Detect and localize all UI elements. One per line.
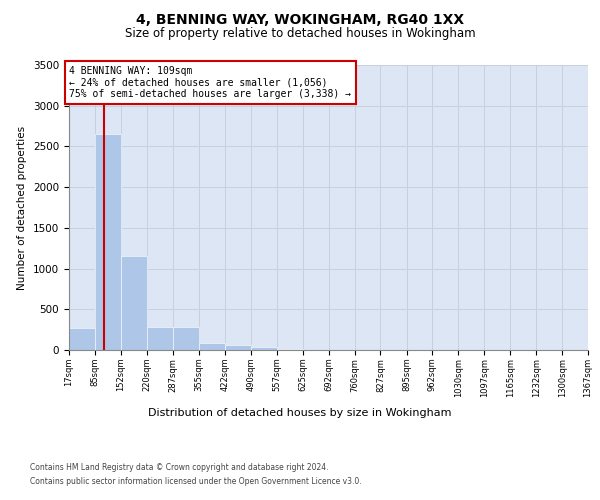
Bar <box>251 346 277 350</box>
Text: 4 BENNING WAY: 109sqm
← 24% of detached houses are smaller (1,056)
75% of semi-d: 4 BENNING WAY: 109sqm ← 24% of detached … <box>70 66 352 99</box>
Bar <box>69 328 95 350</box>
Bar <box>121 256 147 350</box>
Text: 4, BENNING WAY, WOKINGHAM, RG40 1XX: 4, BENNING WAY, WOKINGHAM, RG40 1XX <box>136 12 464 26</box>
Bar <box>95 134 121 350</box>
Bar <box>147 327 173 350</box>
Bar <box>199 342 224 350</box>
Bar <box>277 349 303 350</box>
Text: Size of property relative to detached houses in Wokingham: Size of property relative to detached ho… <box>125 28 475 40</box>
Text: Contains HM Land Registry data © Crown copyright and database right 2024.: Contains HM Land Registry data © Crown c… <box>30 464 329 472</box>
Y-axis label: Number of detached properties: Number of detached properties <box>17 126 28 290</box>
Text: Contains public sector information licensed under the Open Government Licence v3: Contains public sector information licen… <box>30 477 362 486</box>
Bar <box>173 327 199 350</box>
Text: Distribution of detached houses by size in Wokingham: Distribution of detached houses by size … <box>148 408 452 418</box>
Bar <box>224 345 251 350</box>
